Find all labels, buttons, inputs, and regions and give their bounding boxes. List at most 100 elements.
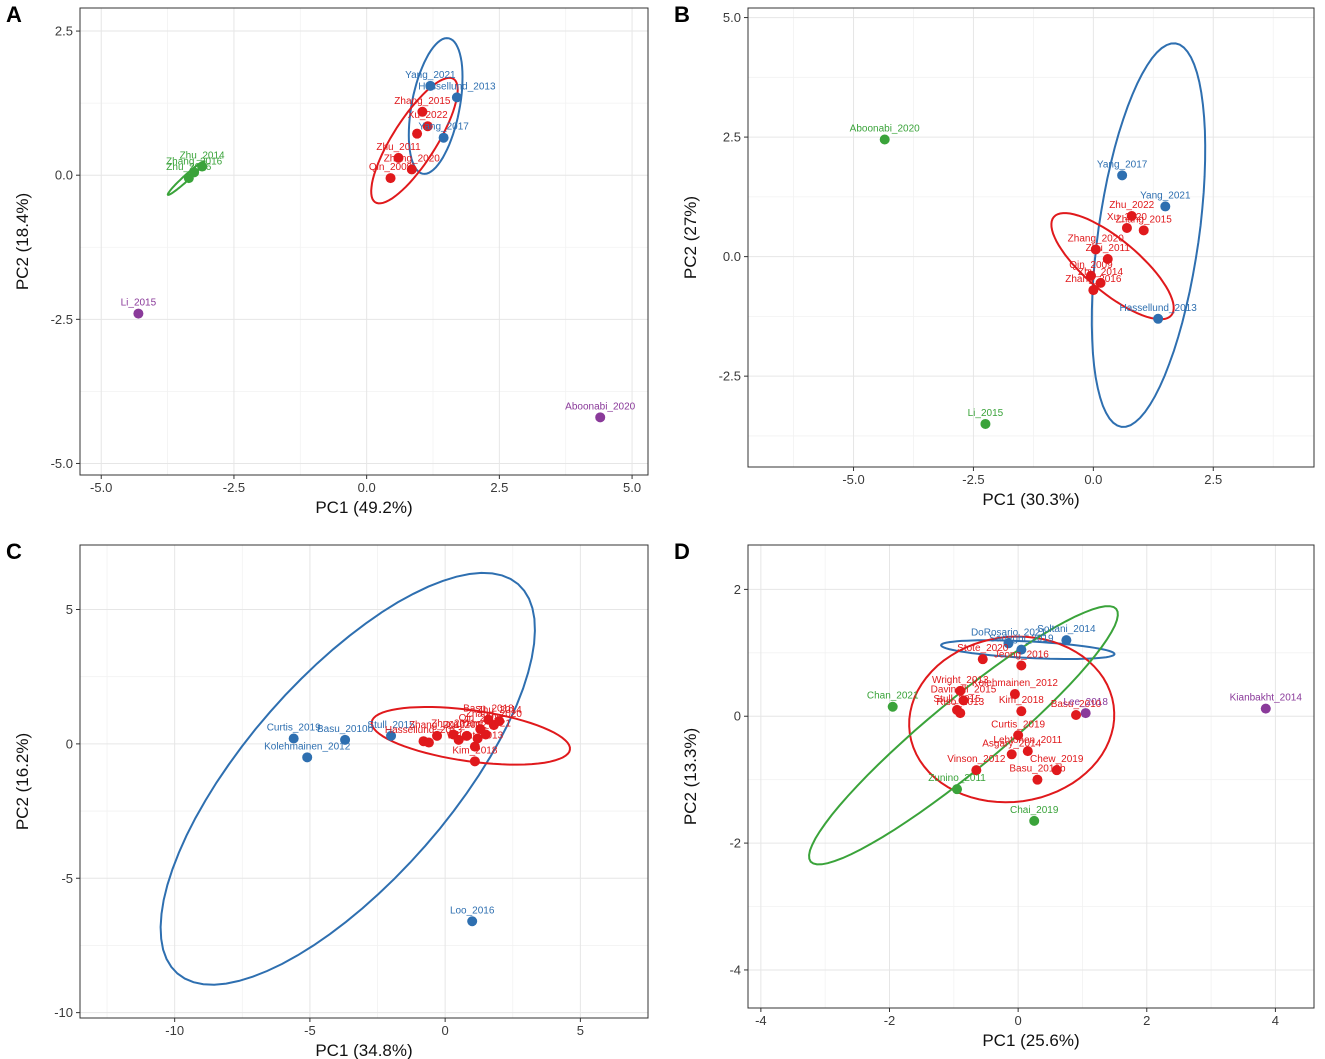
point-label: Curtis_2019 bbox=[267, 723, 321, 734]
point-yang-2021 bbox=[1160, 201, 1171, 212]
confidence-ellipse-blue bbox=[940, 639, 1116, 660]
point-label: Riso_2013 bbox=[936, 697, 984, 708]
point-label: Basu_2010b bbox=[1009, 764, 1066, 775]
point-label: Zhang_2020 bbox=[466, 709, 523, 720]
y-axis-title: PC2 (13.3%) bbox=[681, 728, 700, 825]
point-xu-2022 bbox=[422, 121, 433, 132]
y-tick-label: -2.5 bbox=[719, 369, 741, 384]
point-label: Qin_2009 bbox=[1069, 260, 1113, 271]
point-label: Qin_2009 bbox=[369, 162, 413, 173]
plot-area bbox=[133, 37, 606, 423]
point-yang-2021 bbox=[480, 729, 491, 740]
point-dorosario-2021 bbox=[1003, 638, 1014, 649]
point-zhu-2022 bbox=[1126, 210, 1137, 221]
x-tick-label: 2.5 bbox=[1204, 472, 1222, 487]
plot-area bbox=[879, 42, 1207, 429]
x-tick-label: -2.5 bbox=[962, 472, 984, 487]
y-tick-label: -5.0 bbox=[51, 456, 73, 471]
point-label: Li_2015 bbox=[121, 298, 157, 309]
x-axis-title: PC1 (49.2%) bbox=[315, 498, 412, 517]
point-label: Wright_2013 bbox=[932, 675, 989, 686]
x-tick-label: -5 bbox=[304, 1023, 316, 1038]
point-label: Stote_2020 bbox=[957, 643, 1009, 654]
point-lehtonen-2011 bbox=[1022, 746, 1033, 757]
point-loo-2016 bbox=[467, 916, 478, 927]
point-qin-2009 bbox=[385, 173, 396, 184]
point-jeong-2016 bbox=[1016, 660, 1027, 671]
point-lee-2018 bbox=[1080, 708, 1091, 719]
point-label: Lee_2018 bbox=[1063, 697, 1108, 708]
point-yang-2021 bbox=[425, 80, 436, 91]
confidence-ellipse-blue bbox=[159, 571, 536, 986]
point-label: Vinson_2012 bbox=[947, 754, 1006, 765]
x-tick-label: 4 bbox=[1272, 1013, 1279, 1028]
point-label: Wright_2013 bbox=[447, 731, 504, 742]
point-label: Yang_2017 bbox=[418, 122, 469, 133]
point-label: Zhu_2011 bbox=[1086, 243, 1131, 254]
y-tick-label: -2.5 bbox=[51, 312, 73, 327]
y-tick-label: 2 bbox=[734, 582, 741, 597]
plot-area bbox=[808, 605, 1271, 866]
point-kianbakht-2014 bbox=[1260, 703, 1271, 714]
x-tick-label: 5 bbox=[577, 1023, 584, 1038]
point-label: Xu_2022 bbox=[447, 720, 487, 731]
point-zhang-2015 bbox=[1138, 225, 1149, 236]
point-unlabeled-18 bbox=[472, 733, 483, 744]
point-label: Curtis_2019 bbox=[991, 719, 1045, 730]
point-label: Xu_2022 bbox=[408, 110, 448, 121]
y-tick-label: 0 bbox=[734, 709, 741, 724]
point-davinelli-2015 bbox=[958, 695, 969, 706]
point-kolehmainen-2012 bbox=[1009, 689, 1020, 700]
point-vinson-2012 bbox=[971, 765, 982, 776]
point-label: Basu_2018 bbox=[463, 704, 514, 715]
point-label: Aboonabi_2020 bbox=[565, 401, 636, 412]
y-axis-title: PC2 (16.2%) bbox=[13, 733, 32, 830]
point-xu-2020 bbox=[1121, 222, 1132, 233]
plot-frame bbox=[747, 544, 1315, 1009]
point-label: DoRosario_2021 bbox=[971, 627, 1046, 638]
point-label: Zhu_2014 bbox=[180, 151, 225, 162]
point-xu-2022 bbox=[461, 730, 472, 741]
x-tick-label: 2 bbox=[1143, 1013, 1150, 1028]
point-curtis-2019 bbox=[1013, 730, 1024, 741]
point-wright-2013 bbox=[469, 741, 480, 752]
confidence-ellipse-blue bbox=[1090, 42, 1207, 428]
point-label: Qin_2009 bbox=[459, 713, 503, 724]
panel-d: -4 -2 0 2 4 -4 -2 0 2 PC1 (25.6%) PC2 (13.3%) D DoRo… bbox=[674, 539, 1315, 1050]
point-zunino-2011 bbox=[952, 784, 963, 795]
point-zhang-2015 bbox=[417, 106, 428, 117]
point-zhu-2011 bbox=[1102, 254, 1113, 265]
x-axis-title: PC1 (30.3%) bbox=[982, 490, 1079, 509]
point-li-2015 bbox=[980, 418, 991, 429]
point-label: Zhang_2020 bbox=[1068, 233, 1125, 244]
panel-letter: A bbox=[6, 2, 22, 27]
point-label: Hassellund_2013 bbox=[418, 81, 496, 92]
point-label: Hassellund_2013 bbox=[385, 725, 463, 736]
y-axis-title: PC2 (18.4%) bbox=[13, 193, 32, 290]
point-hassellund-2013 bbox=[1153, 313, 1164, 324]
point-kim-2018 bbox=[469, 756, 480, 767]
point-basu-2010b bbox=[1032, 774, 1043, 785]
x-tick-label: -2 bbox=[884, 1013, 896, 1028]
point-chan-2021 bbox=[887, 701, 898, 712]
x-tick-label: -10 bbox=[165, 1023, 184, 1038]
point-label: Kolehmainen_2012 bbox=[264, 741, 351, 752]
y-axis-title: PC2 (27%) bbox=[681, 196, 700, 279]
point-zhu-2014 bbox=[1095, 277, 1106, 288]
x-tick-label: 0 bbox=[442, 1023, 449, 1038]
point-label: Asgary_2014 bbox=[982, 738, 1041, 749]
point-zhu-2014 bbox=[494, 716, 505, 727]
point-label: Zhang_2015 bbox=[394, 96, 451, 107]
y-tick-label: -2 bbox=[729, 836, 741, 851]
y-tick-label: 0.0 bbox=[723, 249, 741, 264]
point-label: Zhang_2016 bbox=[1065, 274, 1122, 285]
point-label: Yang_2021 bbox=[461, 718, 512, 729]
point-label: Zhu_2022 bbox=[1109, 200, 1154, 211]
panel-letter: D bbox=[674, 539, 690, 564]
point-label: Zhu_2016 bbox=[166, 162, 211, 173]
panel-a: -5.0 -2.5 0.0 2.5 5.0 -5.0 -2.5 0.0 2.5 PC1 (49.2… bbox=[6, 2, 649, 517]
y-tick-label: 0 bbox=[66, 736, 73, 751]
x-tick-label: -5.0 bbox=[842, 472, 864, 487]
point-label: Stull_2015 bbox=[367, 720, 415, 731]
